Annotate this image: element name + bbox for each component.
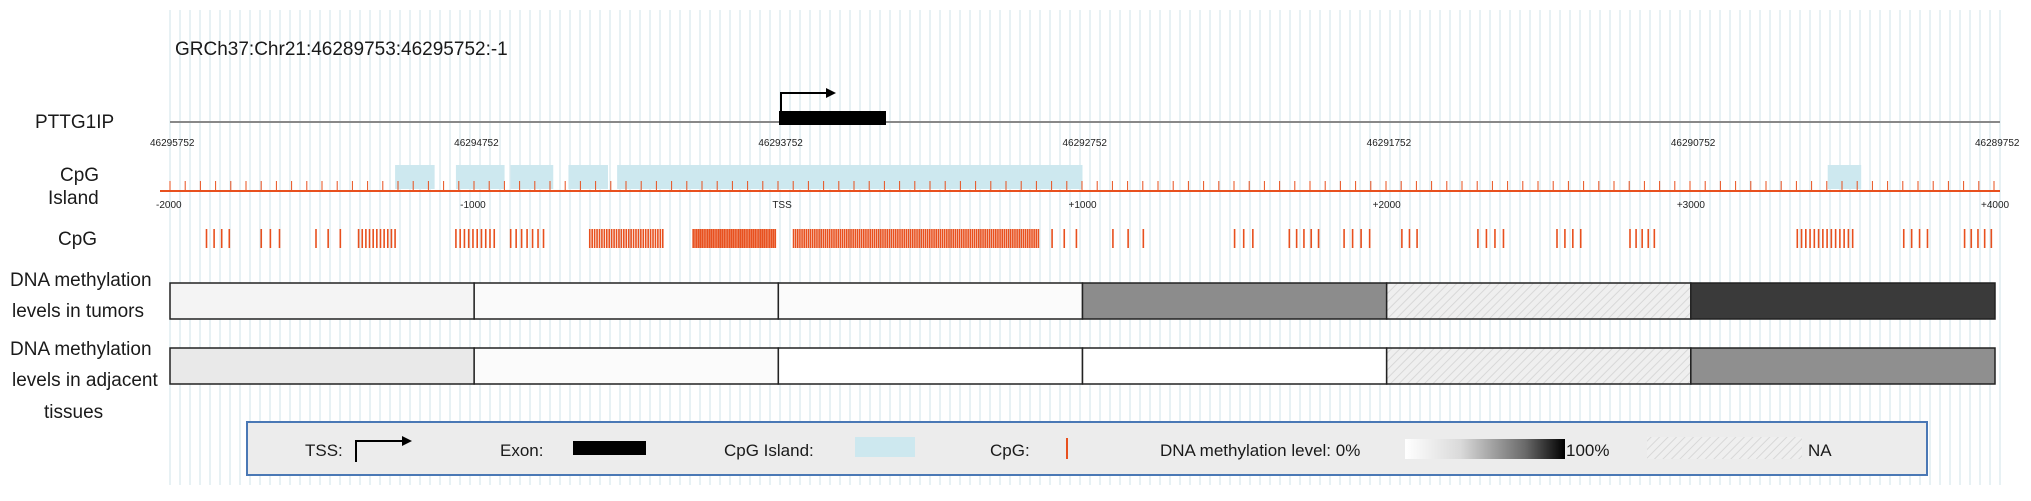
genomic-position: 46293752 [758,138,803,149]
adjacent-label-line2: levels in adjacent [12,370,158,391]
genomic-position: 46294752 [454,138,499,149]
relative-position: +3000 [1677,200,1706,211]
methylation-cell [169,347,475,385]
methylation-cell [777,347,1084,385]
tss-arrow-icon [780,88,836,118]
relative-position: +2000 [1373,200,1402,211]
cpg-island-label-line1: CpG [60,165,99,186]
relative-position: +1000 [1069,200,1098,211]
methylation-cell [1385,347,1692,385]
relative-position-labels: -2000 -1000 TSS +1000 +2000 +3000 +4000 [156,200,2010,211]
methylation-cell [473,282,780,320]
methylation-cell [777,282,1084,320]
cpg-islands-track [395,165,1862,189]
methylation-cell [169,282,475,320]
legend-tss-label: TSS: [305,441,343,460]
methylation-cell [1690,347,1996,385]
legend-tss-arrow-icon [355,436,412,462]
genome-coordinates: GRCh37:Chr21:46289753:46295752:-1 [175,39,508,60]
adjacent-label-line3: tissues [44,402,103,423]
cpg-ruler [169,181,1995,191]
cpg-island [510,165,554,189]
genomic-position: 46290752 [1671,138,1716,149]
genomic-position: 46295752 [150,138,195,149]
legend-cpg-label: CpG: [990,441,1030,460]
legend-cpg-island-swatch [855,437,915,457]
methylation-cell [1081,347,1388,385]
methylation-cell [1385,282,1692,320]
cpg-island-label-line2: Island [48,188,99,209]
adjacent-methylation-row [169,347,1996,385]
gene-name: PTTG1IP [35,112,114,133]
genomic-position: 46291752 [1367,138,1412,149]
methylation-cell [1690,282,1996,320]
exon-block [779,111,886,125]
genomic-position: 46289752 [1975,138,2020,149]
tumor-methylation-row [169,282,1996,320]
cpg-island [455,165,505,189]
tumor-label-line1: DNA methylation [10,270,152,291]
relative-position: -2000 [156,200,182,211]
cpg-label: CpG [58,229,97,250]
tumor-label-line2: levels in tumors [12,301,144,322]
legend-na-label: NA [1808,441,1832,460]
cpg-island [617,165,1083,189]
legend-na-swatch [1647,437,1802,459]
legend-methylation-gradient [1405,439,1565,459]
background-grid [169,10,2001,485]
genomic-position-labels: 46295752 46294752 46293752 46292752 46291752… [150,138,2020,149]
legend-100-percent: 100% [1566,441,1609,460]
methylation-cell [1081,282,1388,320]
genomic-position: 46292752 [1063,138,1108,149]
cpg-island [568,165,608,189]
legend-exon-label: Exon: [500,441,543,460]
legend-cpg-island-label: CpG Island: [724,441,814,460]
relative-position: +4000 [1981,200,2010,211]
adjacent-label-line1: DNA methylation [10,339,152,360]
legend-box: TSS: Exon: CpG Island: CpG: DNA methylat… [246,421,1928,476]
methylation-cell [473,347,780,385]
relative-position: -1000 [460,200,486,211]
cpg-island [1827,165,1862,189]
cpg-sites-track [205,229,1993,248]
legend-exon-swatch [573,441,646,455]
legend-methylation-label: DNA methylation level: 0% [1160,441,1360,460]
relative-position: TSS [772,200,792,211]
